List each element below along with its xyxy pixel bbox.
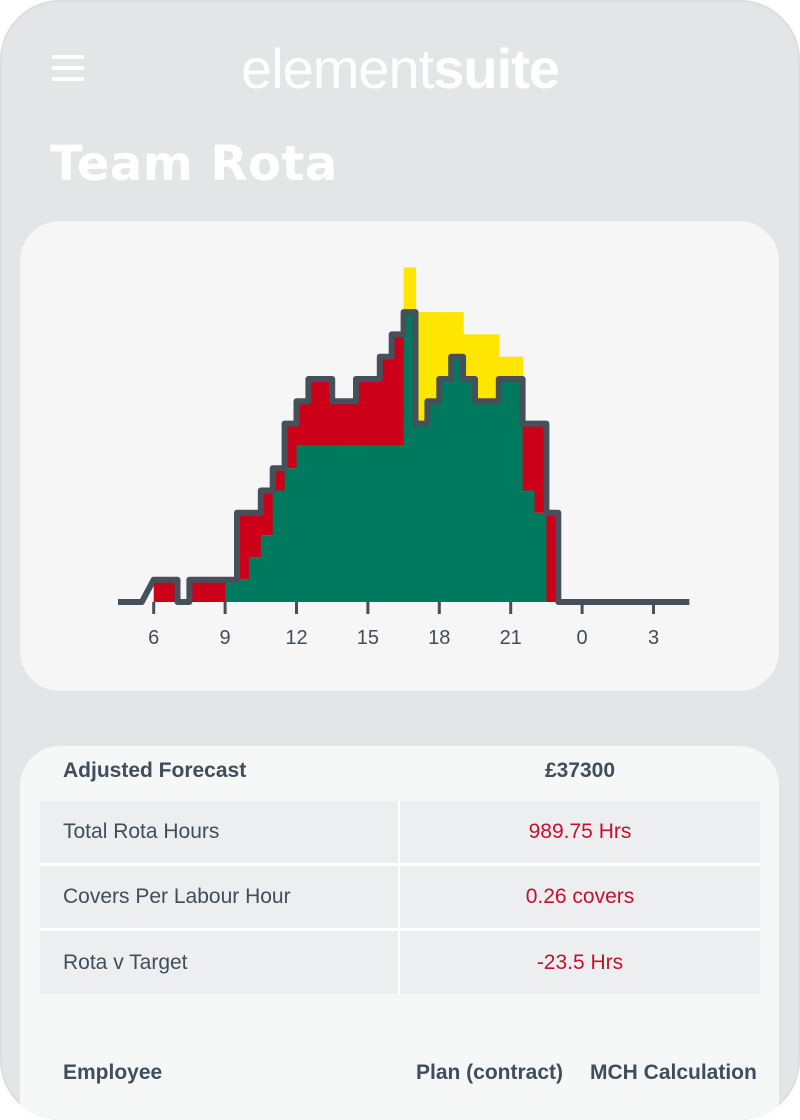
- stat-label: Rota v Target: [40, 931, 400, 994]
- chart-bar-under: [510, 356, 524, 379]
- stat-row-covers-per-labour-hour: Covers Per Labour Hour 0.26 covers: [40, 866, 760, 928]
- chart-bar-over: [367, 379, 381, 446]
- chart-bar-match: [356, 445, 369, 602]
- stat-row-adjusted-forecast: Adjusted Forecast £37300: [40, 746, 760, 796]
- chart-bar-over: [332, 401, 345, 446]
- chart-bar-match: [367, 445, 381, 602]
- chart-bar-over: [308, 379, 321, 446]
- stat-row-total-rota-hours: Total Rota Hours 989.75 Hrs: [40, 801, 760, 863]
- rota-chart: 6 9 12 15 18 21 0 3: [118, 267, 690, 649]
- stat-value: 989.75 Hrs: [528, 820, 632, 843]
- stat-label: Covers Per Labour Hour: [40, 866, 400, 928]
- stat-label: Total Rota Hours: [40, 801, 400, 863]
- stat-value: -23.5 Hrs: [536, 950, 624, 974]
- chart-x-tick-label: 18: [428, 627, 450, 649]
- chart-bar-match: [225, 579, 238, 602]
- chart-bar-under: [498, 356, 512, 379]
- chart-bar-match: [510, 379, 524, 602]
- chart-bar-over: [379, 356, 393, 446]
- chart-bar-under: [415, 312, 428, 424]
- chart-bar-match: [439, 379, 452, 602]
- chart-bar-over: [201, 579, 214, 602]
- chart-series-line-scheduled: [118, 309, 690, 605]
- chart-bar-over: [237, 512, 250, 580]
- stat-value: 0.26 covers: [525, 885, 635, 908]
- chart-bar-match: [498, 379, 512, 602]
- chart-bar-match: [237, 579, 250, 602]
- chart-bar-match: [272, 490, 286, 602]
- column-header-plan-contract[interactable]: Plan (contract): [416, 1061, 564, 1084]
- chart-bar-match: [248, 557, 262, 602]
- column-header-mch-calculation[interactable]: MCH Calculation: [590, 1061, 757, 1084]
- chart-bar-over: [213, 579, 226, 602]
- hamburger-menu-icon[interactable]: [52, 53, 84, 83]
- chart-x-tick-label: 12: [285, 627, 307, 649]
- chart-bar-match: [379, 445, 393, 602]
- page-title: Team Rota: [50, 136, 338, 192]
- brand-logo-light: element: [241, 37, 434, 100]
- row-divider: [40, 928, 760, 931]
- chart-bar-match: [486, 401, 500, 602]
- chart-bar-match: [534, 512, 547, 602]
- stat-value: £37300: [544, 759, 616, 782]
- row-divider: [40, 863, 760, 866]
- chart-bar-match: [415, 423, 428, 602]
- chart-bar-match: [475, 401, 488, 602]
- chart-bar-over: [356, 379, 369, 446]
- chart-bar-under: [463, 334, 476, 379]
- stat-row-rota-v-target: Rota v Target -23.5 Hrs: [40, 931, 760, 994]
- chart-x-tick-label: 9: [220, 627, 231, 649]
- chart-bar-over: [248, 512, 262, 558]
- chart-bar-under: [475, 334, 488, 402]
- chart-x-tick-label: 3: [648, 627, 659, 649]
- chart-x-tick-label: 0: [577, 627, 588, 649]
- chart-bar-under: [403, 267, 417, 313]
- stat-label: Adjusted Forecast: [63, 759, 247, 782]
- brand-logo-bold: suite: [433, 37, 560, 100]
- chart-bar-match: [463, 379, 476, 602]
- chart-x-tick-label: 15: [357, 627, 379, 649]
- chart-bar-match: [451, 356, 464, 602]
- chart-bar-over: [522, 423, 536, 491]
- chart-bar-over: [284, 423, 298, 469]
- chart-bar-over: [391, 334, 405, 446]
- chart-bar-over: [344, 401, 357, 446]
- chart-bar-match: [260, 535, 274, 602]
- chart-bar-over: [272, 468, 286, 491]
- chart-x-tick-label: 6: [148, 627, 159, 649]
- chart-bar-match: [296, 445, 309, 602]
- chart-bar-match: [344, 445, 357, 602]
- chart-bar-match: [391, 445, 405, 602]
- chart-bar-match: [308, 445, 321, 602]
- chart-bar-match: [284, 468, 298, 602]
- chart-bar-over: [153, 579, 167, 602]
- chart-bar-over: [260, 490, 274, 536]
- chart-x-tick-label: 21: [500, 627, 522, 649]
- chart-bar-under: [451, 312, 464, 357]
- stats-card: Adjusted Forecast £37300 Total Rota Hour…: [20, 746, 779, 1120]
- chart-bar-match: [320, 445, 333, 602]
- chart-bar-match: [522, 490, 536, 602]
- chart-bar-over: [189, 579, 202, 602]
- brand-logo: elementsuite: [0, 36, 800, 101]
- chart-bar-over: [296, 401, 309, 446]
- chart-bar-match: [427, 401, 440, 602]
- chart-bar-match: [332, 445, 345, 602]
- column-header-employee[interactable]: Employee: [63, 1061, 163, 1084]
- rota-chart-card: 6 9 12 15 18 21 0 3: [20, 221, 779, 691]
